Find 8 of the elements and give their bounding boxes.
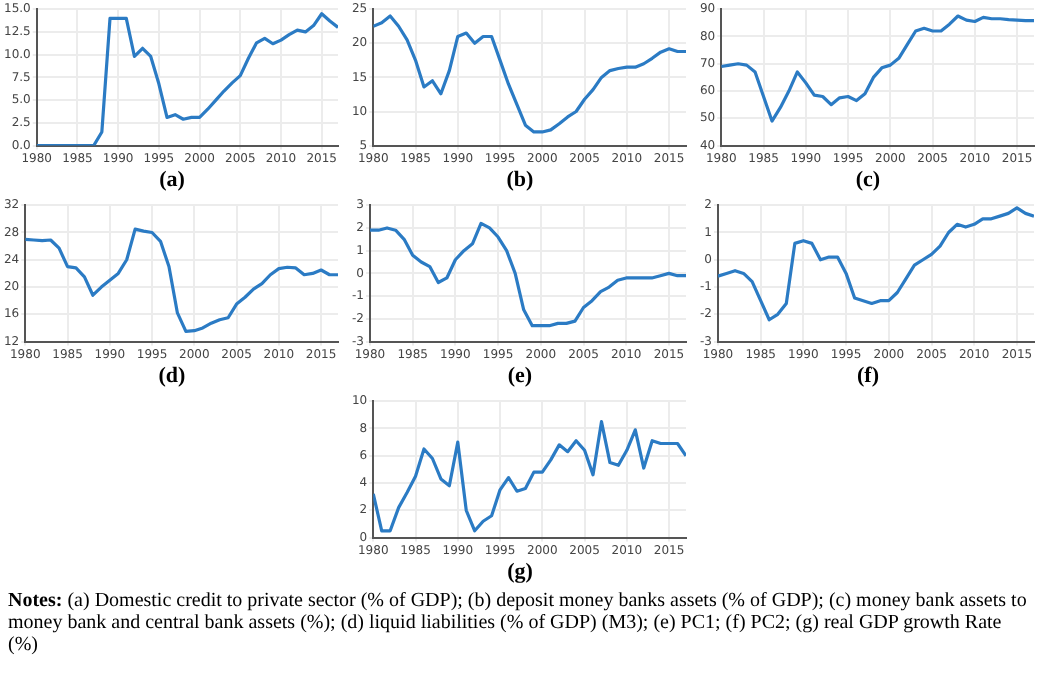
text: (c) [853, 168, 883, 192]
text: (f) [855, 364, 881, 388]
text: (e) [505, 364, 535, 388]
text: (a) [157, 168, 187, 192]
text: (b) [504, 168, 536, 192]
text: Notes: (a) Domestic credit to private sector (% of GDP); (b) deposit money banks assets (% of GDP); (c) money bank assets to money bank and central bank assets (%); (d) liquid liabilities (% of GDP) (M3); (e) PC1; (f) PC2; (g) real GDP growth Rate (%) [8, 590, 1027, 656]
text: (d) [156, 364, 188, 388]
text: (g) [505, 560, 535, 584]
